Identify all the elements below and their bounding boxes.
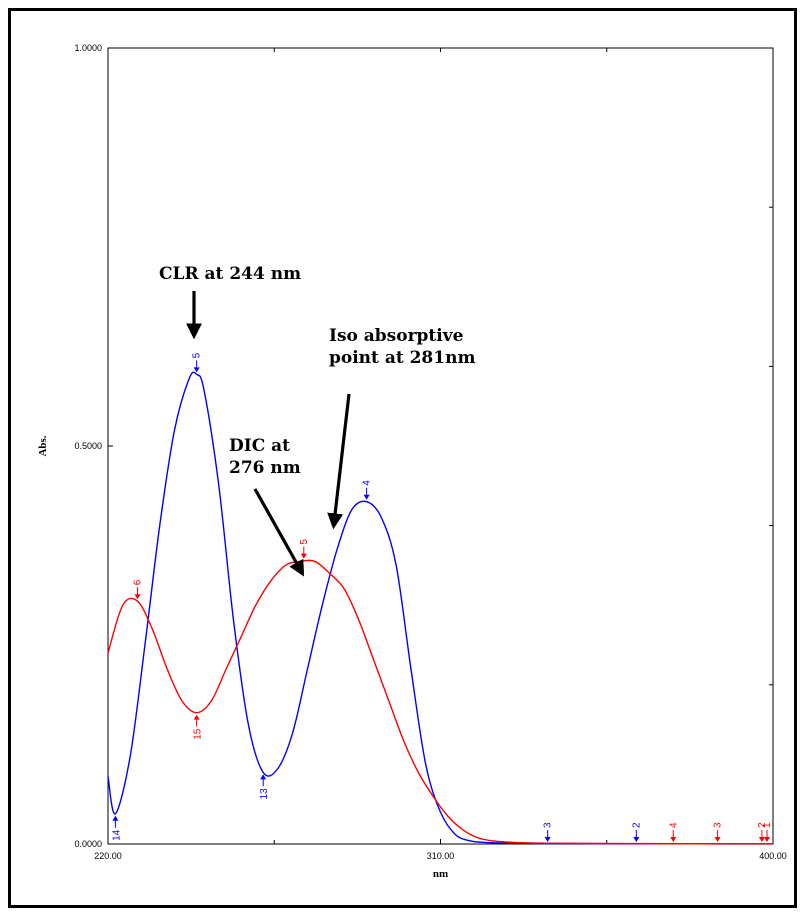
peak-marker-arrow (193, 714, 200, 720)
peak-marker-arrow (633, 837, 640, 842)
peak-marker-arrow (300, 553, 307, 559)
peak-marker: 15 (193, 714, 204, 740)
figure-frame: 220.00 310.00 400.00 0.0000 0.5000 1.0000 5 4 1… (8, 8, 797, 908)
peak-marker-arrow (134, 594, 141, 600)
peak-marker-label: 4 (668, 822, 679, 828)
peak-marker: 1 (762, 822, 773, 842)
peak-marker-label: 1 (762, 822, 773, 828)
annotation-text: point at 281nm (329, 348, 475, 368)
peak-marker-arrow (670, 837, 677, 842)
annotation-text: Iso absorptive (329, 326, 464, 346)
annotation-text: CLR at 244 nm (159, 264, 301, 284)
peak-marker: 3 (713, 822, 724, 842)
plot-area (107, 47, 774, 845)
annotation-text: 276 nm (229, 458, 301, 478)
peak-marker-arrow (193, 367, 200, 373)
peak-marker: 5 (192, 352, 203, 373)
x-tick-label: 400.00 (759, 851, 787, 861)
x-axis-label: nm (433, 868, 448, 880)
peak-marker-label: 13 (259, 788, 270, 800)
peak-marker: 3 (543, 822, 554, 842)
peak-marker: 5 (299, 539, 310, 559)
y-axis-label: Abs. (37, 435, 49, 456)
peak-marker-label: 15 (193, 728, 204, 740)
peak-marker-arrow (764, 837, 770, 842)
peak-marker-label: 5 (299, 539, 310, 545)
peak-marker: 14 (111, 815, 122, 841)
peak-marker-arrow (363, 494, 370, 500)
y-tick-label: 0.0000 (74, 839, 102, 849)
series-line-1 (107, 559, 774, 845)
peak-marker-arrow (260, 774, 267, 780)
annotation-arrow (327, 393, 351, 530)
peak-marker: 2 (631, 822, 642, 842)
peak-marker: 6 (133, 579, 144, 600)
y-tick-label: 0.5000 (74, 441, 102, 451)
peak-marker: 2 (757, 822, 768, 842)
absorbance-spectrum-chart: 220.00 310.00 400.00 0.0000 0.5000 1.0000 5 4 1… (37, 43, 787, 880)
x-tick-label: 310.00 (427, 851, 455, 861)
peak-marker-arrow (758, 837, 765, 842)
annotation-text: DIC at (229, 436, 290, 456)
series-group (107, 371, 774, 845)
peak-marker-label: 4 (362, 480, 373, 486)
peak-marker-label: 3 (713, 822, 724, 828)
peak-marker-arrow (544, 837, 551, 842)
series-line-0 (107, 371, 774, 845)
y-tick-label: 1.0000 (74, 43, 102, 53)
peak-marker-label: 2 (757, 822, 768, 828)
peak-marker-label: 14 (111, 829, 122, 841)
annotation-arrow (253, 488, 305, 577)
peak-marker: 13 (259, 774, 270, 799)
peak-marker-arrow (112, 815, 119, 821)
peak-marker: 4 (668, 822, 679, 842)
peak-marker-label: 5 (192, 352, 203, 358)
peak-marker-label: 3 (543, 822, 554, 828)
peak-marker-label: 2 (631, 822, 642, 828)
x-tick-label: 220.00 (94, 851, 122, 861)
peak-marker: 4 (362, 480, 373, 500)
peak-marker-arrow (714, 837, 721, 842)
axis-ticks: 220.00 310.00 400.00 0.0000 0.5000 1.0000 (74, 43, 786, 861)
annotation: CLR at 244 nm (159, 264, 301, 340)
peak-marker-label: 6 (133, 579, 144, 585)
